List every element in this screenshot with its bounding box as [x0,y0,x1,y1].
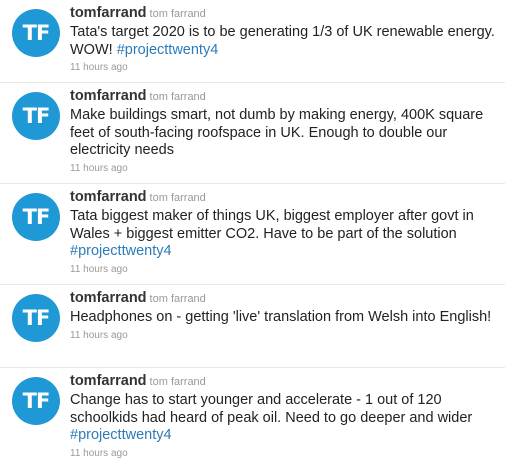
tweet-header: tomfarrand tom farrand [70,87,499,106]
full-name: tom farrand [149,91,206,103]
tweet-text: Make buildings smart, not dumb by making… [70,107,499,160]
full-name: tom farrand [149,192,206,204]
avatar[interactable]: TF [12,294,60,342]
screen-name-link[interactable]: tomfarrand [70,189,147,205]
tweet-header: tomfarrand tom farrand [70,188,499,207]
tweet-text: Change has to start younger and accelera… [70,392,499,445]
tweet-content: tomfarrand tom farrand Tata's target 2020… [70,4,499,73]
avatar[interactable]: TF [12,9,60,57]
screen-name-link[interactable]: tomfarrand [70,88,147,104]
screen-name-link[interactable]: tomfarrand [70,290,147,306]
timestamp-link[interactable]: 11 hours ago [70,162,128,174]
tweet-item[interactable]: TF tomfarrand tom farrand Make buildings … [0,83,505,184]
full-name: tom farrand [149,8,206,20]
tweet-header: tomfarrand tom farrand [70,289,499,308]
tweet-body: Tata's target 2020 is to be generating 1… [70,24,495,58]
avatar[interactable]: TF [12,377,60,425]
timestamp-link[interactable]: 11 hours ago [70,329,128,341]
tweet-content: tomfarrand tom farrand Tata biggest maker… [70,188,499,275]
tweet-header: tomfarrand tom farrand [70,372,499,391]
hashtag-link[interactable]: #projecttwenty4 [70,243,172,259]
hashtag-link[interactable]: #projecttwenty4 [116,41,219,58]
tweet-item[interactable]: TF tomfarrand tom farrand Headphones on -… [0,285,505,368]
tweet-content: tomfarrand tom farrand Headphones on - ge… [70,289,499,341]
avatar[interactable]: TF [12,92,60,140]
tweet-text: Headphones on - getting 'live' translati… [70,309,499,327]
timestamp-link[interactable]: 11 hours ago [70,62,128,73]
timestamp-link[interactable]: 11 hours ago [70,263,128,275]
tweet-item[interactable]: TF tomfarrand tom farrand Tata's target 2… [0,0,505,83]
full-name: tom farrand [149,293,206,305]
tweet-body: Headphones on - getting 'live' translati… [70,309,492,325]
tweet-body: Change has to start younger and accelera… [70,392,473,426]
tweet-header: tomfarrand tom farrand [70,4,499,23]
timestamp-link[interactable]: 11 hours ago [70,447,128,459]
tweet-body: Make buildings smart, not dumb by making… [70,107,484,158]
tweet-text: Tata biggest maker of things UK, biggest… [70,208,499,261]
tweet-content: tomfarrand tom farrand Change has to star… [70,372,499,459]
full-name: tom farrand [149,376,206,388]
screen-name-link[interactable]: tomfarrand [70,5,147,21]
tweet-body: Tata biggest maker of things UK, biggest… [70,208,474,242]
hashtag-link[interactable]: #projecttwenty4 [70,427,172,443]
avatar[interactable]: TF [12,193,60,241]
tweet-item[interactable]: TF tomfarrand tom farrand Change has to s… [0,368,505,475]
tweet-text: Tata's target 2020 is to be generating 1… [70,24,499,59]
tweet-content: tomfarrand tom farrand Make buildings sma… [70,87,499,174]
screen-name-link[interactable]: tomfarrand [70,373,147,389]
tweet-item[interactable]: TF tomfarrand tom farrand Tata biggest ma… [0,184,505,285]
